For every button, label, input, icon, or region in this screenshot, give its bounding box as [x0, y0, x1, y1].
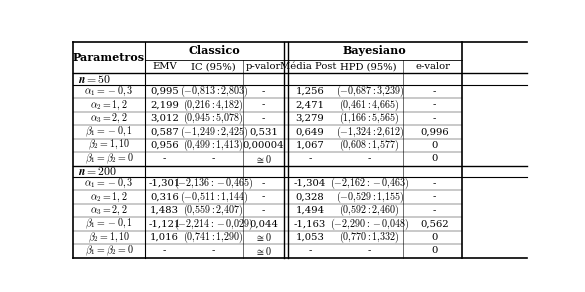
Text: 0,044: 0,044 — [249, 220, 278, 229]
Text: $\beta_1 = \beta_2 = 0$: $\beta_1 = \beta_2 = 0$ — [85, 152, 133, 166]
Text: IC (95%): IC (95%) — [191, 62, 236, 71]
Text: $\beta_1 = -0,1$: $\beta_1 = -0,1$ — [85, 125, 133, 139]
Text: EMV: EMV — [152, 62, 177, 71]
Text: $\beta_2 = 1,10$: $\beta_2 = 1,10$ — [88, 230, 130, 245]
Text: -: - — [262, 100, 265, 110]
Text: -: - — [262, 179, 265, 188]
Text: $\alpha_1 = -0,3$: $\alpha_1 = -0,3$ — [84, 177, 133, 190]
Text: 0,531: 0,531 — [249, 127, 278, 136]
Text: $(1{,}166 : 5{,}565)$: $(1{,}166 : 5{,}565)$ — [339, 111, 400, 126]
Text: $(0{,}216 : 4{,}182)$: $(0{,}216 : 4{,}182)$ — [184, 97, 244, 113]
Text: Parametros: Parametros — [73, 52, 145, 63]
Text: 0,316: 0,316 — [150, 193, 179, 201]
Text: HPD (95%): HPD (95%) — [339, 62, 396, 71]
Text: $\alpha_2 = 1,2$: $\alpha_2 = 1,2$ — [90, 98, 128, 112]
Text: -: - — [368, 246, 371, 256]
Text: -: - — [433, 179, 436, 188]
Text: $(-0{,}511 : 1{,}144)$: $(-0{,}511 : 1{,}144)$ — [180, 190, 248, 205]
Text: 0: 0 — [431, 246, 438, 256]
Text: 0,328: 0,328 — [295, 193, 325, 201]
Text: $(0{,}770 : 1{,}332)$: $(0{,}770 : 1{,}332)$ — [339, 230, 400, 245]
Text: $\alpha_3 = 2,2$: $\alpha_3 = 2,2$ — [90, 112, 128, 125]
Text: -: - — [212, 154, 215, 163]
Text: 1,067: 1,067 — [295, 141, 325, 150]
Text: 2,471: 2,471 — [295, 100, 325, 110]
Text: -1,304: -1,304 — [294, 179, 326, 188]
Text: 1,494: 1,494 — [295, 206, 325, 215]
Text: -: - — [262, 87, 265, 96]
Text: p-valor: p-valor — [246, 62, 281, 71]
Text: -: - — [262, 206, 265, 215]
Text: $(0{,}559 : 2{,}407)$: $(0{,}559 : 2{,}407)$ — [184, 203, 244, 218]
Text: -1,301: -1,301 — [148, 179, 181, 188]
Text: $\boldsymbol{n = 50}$: $\boldsymbol{n = 50}$ — [78, 73, 111, 86]
Text: 0,995: 0,995 — [150, 87, 179, 96]
Text: 1,053: 1,053 — [295, 233, 325, 242]
Text: 0,649: 0,649 — [295, 127, 325, 136]
Text: 2,199: 2,199 — [150, 100, 179, 110]
Text: $(-2{,}290 : -0{,}048)$: $(-2{,}290 : -0{,}048)$ — [330, 216, 409, 232]
Text: 0,00004: 0,00004 — [243, 141, 284, 150]
Text: -: - — [368, 154, 371, 163]
Text: -: - — [433, 206, 436, 215]
Text: -: - — [212, 246, 215, 256]
Text: 0,562: 0,562 — [420, 220, 449, 229]
Text: $(0{,}945 : 5{,}078)$: $(0{,}945 : 5{,}078)$ — [184, 111, 244, 126]
Text: $(-2{,}136 : -0{,}465)$: $(-2{,}136 : -0{,}465)$ — [174, 176, 253, 191]
Text: -: - — [308, 246, 312, 256]
Text: $(-2{,}214 : -0{,}029)$: $(-2{,}214 : -0{,}029)$ — [174, 216, 253, 232]
Text: $(-0{,}687 : 3{,}239)$: $(-0{,}687 : 3{,}239)$ — [336, 84, 404, 99]
Text: 3,279: 3,279 — [295, 114, 325, 123]
Text: $(-2{,}162 : -0{,}463)$: $(-2{,}162 : -0{,}463)$ — [330, 176, 409, 191]
Text: 3,012: 3,012 — [150, 114, 179, 123]
Text: $(0{,}499 : 1{,}413)$: $(0{,}499 : 1{,}413)$ — [184, 138, 244, 153]
Text: $(-1{,}249 : 2{,}425)$: $(-1{,}249 : 2{,}425)$ — [180, 124, 248, 140]
Text: $\boldsymbol{n = 200}$: $\boldsymbol{n = 200}$ — [78, 165, 117, 178]
Text: -: - — [262, 114, 265, 123]
Text: -1,121: -1,121 — [148, 220, 181, 229]
Text: $(0{,}592 : 2{,}460)$: $(0{,}592 : 2{,}460)$ — [339, 203, 400, 218]
Text: e-valor: e-valor — [415, 62, 450, 71]
Text: -: - — [163, 154, 166, 163]
Text: $\alpha_2 = 1,2$: $\alpha_2 = 1,2$ — [90, 190, 128, 204]
Text: $\beta_2 = 1,10$: $\beta_2 = 1,10$ — [88, 138, 130, 152]
Text: $\beta_1 = \beta_2 = 0$: $\beta_1 = \beta_2 = 0$ — [85, 244, 133, 258]
Text: Média Post: Média Post — [280, 62, 336, 71]
Text: 0: 0 — [431, 141, 438, 150]
Text: Classico: Classico — [188, 45, 240, 56]
Text: 1,483: 1,483 — [150, 206, 179, 215]
Text: -: - — [433, 87, 436, 96]
Text: $\beta_1 = -0,1$: $\beta_1 = -0,1$ — [85, 217, 133, 231]
Text: -: - — [433, 114, 436, 123]
Text: 0,996: 0,996 — [420, 127, 449, 136]
Text: 1,016: 1,016 — [150, 233, 179, 242]
Text: -1,163: -1,163 — [294, 220, 326, 229]
Text: $\cong 0$: $\cong 0$ — [255, 232, 272, 244]
Text: $(0{,}608 : 1{,}577)$: $(0{,}608 : 1{,}577)$ — [339, 138, 400, 153]
Text: $(-1{,}324 : 2{,}612)$: $(-1{,}324 : 2{,}612)$ — [336, 124, 404, 140]
Text: -: - — [262, 193, 265, 201]
Text: $\cong 0$: $\cong 0$ — [255, 153, 272, 165]
Text: 1,256: 1,256 — [295, 87, 325, 96]
Text: $(-0{,}813 : 2{,}803)$: $(-0{,}813 : 2{,}803)$ — [180, 84, 248, 99]
Text: $(0{,}741 : 1{,}290)$: $(0{,}741 : 1{,}290)$ — [184, 230, 244, 245]
Text: $(-0{,}529 : 1{,}155)$: $(-0{,}529 : 1{,}155)$ — [336, 190, 404, 205]
Text: $\cong 0$: $\cong 0$ — [255, 245, 272, 257]
Text: 0: 0 — [431, 154, 438, 163]
Text: -: - — [433, 193, 436, 201]
Text: -: - — [308, 154, 312, 163]
Text: $\alpha_3 = 2,2$: $\alpha_3 = 2,2$ — [90, 204, 128, 217]
Text: $(0{,}461 : 4{,}665)$: $(0{,}461 : 4{,}665)$ — [339, 97, 400, 113]
Text: -: - — [433, 100, 436, 110]
Text: 0,956: 0,956 — [150, 141, 179, 150]
Text: $\alpha_1 = -0,3$: $\alpha_1 = -0,3$ — [84, 85, 133, 98]
Text: Bayesiano: Bayesiano — [343, 45, 407, 56]
Text: 0: 0 — [431, 233, 438, 242]
Text: -: - — [163, 246, 166, 256]
Text: 0,587: 0,587 — [150, 127, 179, 136]
